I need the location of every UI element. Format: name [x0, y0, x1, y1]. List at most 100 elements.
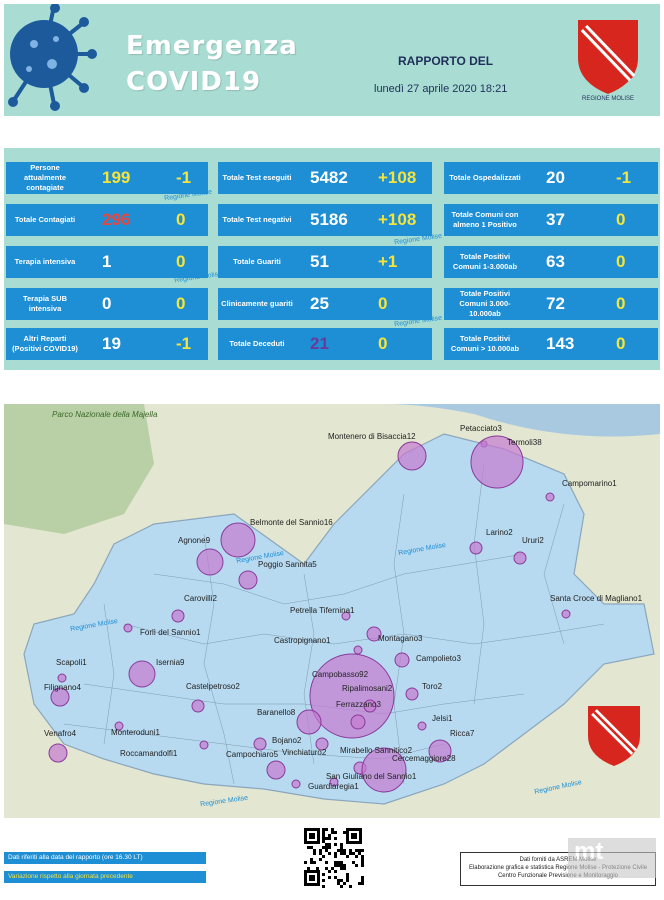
town-label: Belmonte del Sannio16 — [250, 518, 333, 527]
town-label: Forlì del Sannio1 — [140, 628, 201, 637]
stat-value: 296 — [102, 210, 131, 229]
town-label: Poggio Sannita5 — [258, 560, 317, 569]
stat-label: Totale Guariti — [233, 257, 281, 266]
stat-card: Totale Comuni con almeno 1 Positivo 37 0 — [444, 204, 658, 236]
stat-card: Altri Reparti (Positivi COVID19) 19 -1 — [6, 328, 208, 360]
town-label: Venafro4 — [44, 729, 77, 738]
stat-delta: 0 — [176, 294, 186, 313]
case-bubble — [350, 714, 366, 730]
title-line-1: Emergenza — [126, 31, 298, 61]
stat-card: Totale Positivi Comuni 3.000-10.000ab 72 0 — [444, 288, 658, 320]
qr-code[interactable] — [302, 826, 364, 888]
stat-label: Totale Positivi Comuni > 10.000ab — [450, 334, 520, 353]
town-label: Cercemaggiore28 — [392, 754, 456, 763]
stat-card: Totale Contagiati 296 0 — [6, 204, 208, 236]
stat-value: 37 — [546, 210, 565, 229]
case-bubble — [199, 740, 209, 750]
stat-card: Totale Positivi Comuni 1-3.000ab 63 0 — [444, 246, 658, 278]
title-line-2: COVID19 — [126, 67, 262, 97]
regional-map: Parco Nazionale della Majella Regione Mo… — [4, 404, 660, 818]
stat-delta: 0 — [616, 294, 626, 313]
case-bubble — [428, 739, 452, 763]
case-bubble — [291, 779, 301, 789]
stat-card: Clinicamente guariti 25 0 — [218, 288, 432, 320]
case-bubble — [513, 551, 527, 565]
variation-note: Variazione rispetto alla giornata preced… — [4, 871, 206, 883]
virus-icon — [8, 4, 97, 111]
case-bubble — [394, 652, 410, 668]
molise-region-shape — [23, 433, 655, 805]
town-label: Ripalimosani2 — [342, 684, 393, 693]
stat-card: Terapia SUB intensiva 0 0 — [6, 288, 208, 320]
case-bubble — [50, 687, 70, 707]
stat-delta: 0 — [176, 252, 186, 271]
town-label: Guardiaregia1 — [308, 782, 359, 791]
stat-label: Clinicamente guariti — [221, 299, 293, 308]
town-label: Baranello8 — [257, 708, 296, 717]
stat-label: Totale Comuni con almeno 1 Positivo — [451, 210, 519, 229]
case-bubble — [469, 541, 483, 555]
stat-value: 21 — [310, 334, 329, 353]
case-bubble — [561, 609, 571, 619]
case-bubble — [361, 747, 407, 793]
stat-value: 0 — [102, 294, 112, 313]
stat-value: 199 — [102, 168, 131, 187]
stat-delta: 0 — [378, 334, 388, 353]
stat-value: 25 — [310, 294, 329, 313]
case-bubble — [397, 441, 427, 471]
stat-delta: 0 — [616, 334, 626, 353]
stat-label: Totale Test negativi — [222, 215, 292, 224]
town-label: Roccamandolfi1 — [120, 749, 178, 758]
town-label: Monteroduni1 — [111, 728, 160, 737]
stat-label: Totale Contagiati — [14, 215, 76, 224]
stat-label: Totale Deceduti — [229, 339, 285, 348]
case-bubble — [329, 777, 339, 787]
stats-panel: Persone attualmente contagiate 199 -1 Total… — [4, 148, 660, 370]
stat-label: Totale Ospedalizzati — [449, 173, 521, 182]
town-label: Campochiaro5 — [226, 750, 279, 759]
stat-delta: 0 — [616, 252, 626, 271]
town-label: Montagano3 — [378, 634, 423, 643]
stat-value: 51 — [310, 252, 329, 271]
town-label: Castropignano1 — [274, 636, 331, 645]
case-bubble — [57, 673, 67, 683]
stat-value: 5482 — [310, 168, 348, 187]
case-bubble — [341, 611, 351, 621]
stat-card: Totale Deceduti 21 0 — [218, 328, 432, 360]
case-bubble — [363, 699, 377, 713]
case-bubble — [405, 687, 419, 701]
stat-value: 63 — [546, 252, 565, 271]
stat-card: Totale Test negativi 5186 +108 — [218, 204, 432, 236]
case-bubble — [238, 570, 258, 590]
case-bubble — [220, 522, 256, 558]
town-label: Petrella Tifernina1 — [290, 606, 355, 615]
page-title: Emergenza COVID19 — [126, 28, 298, 100]
town-label: Agnone9 — [178, 536, 211, 545]
case-bubble — [48, 743, 68, 763]
town-label: Carovilli2 — [184, 594, 217, 603]
case-bubble — [114, 721, 124, 731]
town-label: Bojano2 — [272, 736, 302, 745]
town-label: Jelsi1 — [432, 714, 453, 723]
town-label: Filignano4 — [44, 683, 81, 692]
credits-line-1: Dati forniti da ASREM Molise — [519, 857, 597, 863]
town-label: Campobasso92 — [312, 670, 369, 679]
stat-delta: +108 — [378, 168, 417, 187]
town-label: San Giuliano del Sannio1 — [326, 772, 417, 781]
stat-card: Persone attualmente contagiate 199 -1 — [6, 162, 208, 194]
stat-label: Totale Test eseguiti — [222, 173, 292, 182]
stat-value: 19 — [102, 334, 121, 353]
logo-text: REGIONE MOLISE — [582, 96, 634, 102]
town-label: Montenero di Bisaccia12 — [328, 432, 416, 441]
stat-label: Persone attualmente contagiate — [23, 163, 67, 192]
town-label: Vinchiaturo2 — [282, 748, 327, 757]
case-bubble — [353, 645, 363, 655]
stat-card: Totale Guariti 51 +1 — [218, 246, 432, 278]
town-label: Scapoli1 — [56, 658, 87, 667]
stat-value: 20 — [546, 168, 565, 187]
header-banner: Emergenza COVID19 RAPPORTO DEL lunedì 27… — [4, 4, 660, 116]
stat-card: Totale Ospedalizzati 20 -1 — [444, 162, 658, 194]
town-label: Campolieto3 — [416, 654, 461, 663]
town-label: Campomarino1 — [562, 479, 617, 488]
case-bubble — [417, 721, 427, 731]
